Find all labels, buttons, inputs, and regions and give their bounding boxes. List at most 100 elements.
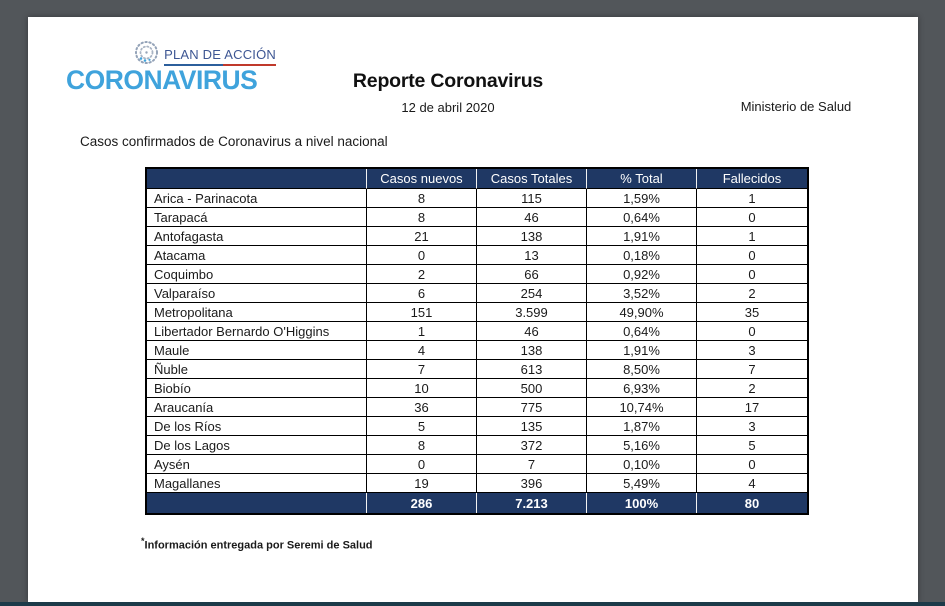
- total-value-cell: 80: [697, 493, 807, 513]
- table-row: Tarapacá 8 46 0,64% 0: [147, 208, 807, 227]
- region-column-header: [147, 169, 367, 189]
- value-cell: 138: [477, 227, 587, 246]
- value-cell: 0,64%: [587, 208, 697, 227]
- bottom-edge-line: [0, 602, 945, 606]
- total-value-cell: 100%: [587, 493, 697, 513]
- value-cell: 36: [367, 398, 477, 417]
- region-cell: Biobío: [147, 379, 367, 398]
- value-cell: 3: [697, 341, 807, 360]
- value-cell: 0,18%: [587, 246, 697, 265]
- value-cell: 8: [367, 208, 477, 227]
- value-cell: 4: [367, 341, 477, 360]
- ministry-label: Ministerio de Salud: [740, 99, 852, 114]
- value-cell: 35: [697, 303, 807, 322]
- region-cell: De los Lagos: [147, 436, 367, 455]
- table-row: De los Lagos 8 372 5,16% 5: [147, 436, 807, 455]
- table-row: Araucanía 36 775 10,74% 17: [147, 398, 807, 417]
- value-cell: 0: [367, 246, 477, 265]
- value-cell: 6: [367, 284, 477, 303]
- value-cell: 151: [367, 303, 477, 322]
- flag-underline: [164, 63, 276, 66]
- value-cell: 0: [697, 322, 807, 341]
- value-cell: 10: [367, 379, 477, 398]
- value-cell: 0,92%: [587, 265, 697, 284]
- value-cell: 21: [367, 227, 477, 246]
- value-cell: 5: [367, 417, 477, 436]
- table-row: Atacama 0 13 0,18% 0: [147, 246, 807, 265]
- value-cell: 775: [477, 398, 587, 417]
- value-cell: 500: [477, 379, 587, 398]
- footnote-asterisk: *: [141, 536, 145, 546]
- value-cell: 0: [367, 455, 477, 474]
- column-header: Fallecidos: [697, 169, 807, 189]
- region-cell: Libertador Bernardo O'Higgins: [147, 322, 367, 341]
- region-cell: Magallanes: [147, 474, 367, 493]
- table-row: Aysén 0 7 0,10% 0: [147, 455, 807, 474]
- value-cell: 138: [477, 341, 587, 360]
- table-row: Ñuble 7 613 8,50% 7: [147, 360, 807, 379]
- report-title: Reporte Coronavirus: [352, 70, 544, 92]
- value-cell: 8: [367, 189, 477, 208]
- region-cell: Tarapacá: [147, 208, 367, 227]
- value-cell: 1,87%: [587, 417, 697, 436]
- value-cell: 49,90%: [587, 303, 697, 322]
- value-cell: 3: [697, 417, 807, 436]
- value-cell: 5,16%: [587, 436, 697, 455]
- table-row: Biobío 10 500 6,93% 2: [147, 379, 807, 398]
- total-empty-cell: [147, 493, 367, 513]
- region-cell: Araucanía: [147, 398, 367, 417]
- table-total-row: 286 7.213 100% 80: [147, 493, 807, 513]
- value-cell: 1,59%: [587, 189, 697, 208]
- report-date: 12 de abril 2020: [401, 100, 495, 115]
- table-row: Coquimbo 2 66 0,92% 0: [147, 265, 807, 284]
- value-cell: 2: [697, 379, 807, 398]
- value-cell: 8,50%: [587, 360, 697, 379]
- total-value-cell: 7.213: [477, 493, 587, 513]
- table-row: Antofagasta 21 138 1,91% 1: [147, 227, 807, 246]
- section-title: Casos confirmados de Coronavirus a nivel…: [80, 134, 388, 149]
- value-cell: 372: [477, 436, 587, 455]
- value-cell: 4: [697, 474, 807, 493]
- value-cell: 6,93%: [587, 379, 697, 398]
- region-cell: De los Ríos: [147, 417, 367, 436]
- value-cell: 135: [477, 417, 587, 436]
- coronavirus-wordmark: CORONAVIRUS: [66, 65, 258, 95]
- value-cell: 1: [367, 322, 477, 341]
- region-cell: Ñuble: [147, 360, 367, 379]
- table-row: Libertador Bernardo O'Higgins 1 46 0,64% 0: [147, 322, 807, 341]
- value-cell: 2: [367, 265, 477, 284]
- table-body: Arica - Parinacota 8 115 1,59% 1 Tarapacá 8 46 0…: [147, 189, 807, 493]
- value-cell: 1,91%: [587, 227, 697, 246]
- region-cell: Maule: [147, 341, 367, 360]
- region-cell: Metropolitana: [147, 303, 367, 322]
- cases-table: Casos nuevos Casos Totales% Total Fallecid…: [145, 167, 809, 515]
- value-cell: 5,49%: [587, 474, 697, 493]
- value-cell: 0,64%: [587, 322, 697, 341]
- value-cell: 46: [477, 208, 587, 227]
- value-cell: 1,91%: [587, 341, 697, 360]
- region-cell: Coquimbo: [147, 265, 367, 284]
- column-header: Casos Totales: [477, 169, 587, 189]
- value-cell: 396: [477, 474, 587, 493]
- total-value-cell: 286: [367, 493, 477, 513]
- value-cell: 1: [697, 189, 807, 208]
- region-cell: Atacama: [147, 246, 367, 265]
- value-cell: 7: [697, 360, 807, 379]
- region-cell: Antofagasta: [147, 227, 367, 246]
- table-row: Metropolitana 151 3.599 49,90% 35: [147, 303, 807, 322]
- value-cell: 7: [367, 360, 477, 379]
- value-cell: 1: [697, 227, 807, 246]
- table-row: Valparaíso 6 254 3,52% 2: [147, 284, 807, 303]
- value-cell: 0: [697, 208, 807, 227]
- value-cell: 46: [477, 322, 587, 341]
- value-cell: 10,74%: [587, 398, 697, 417]
- value-cell: 613: [477, 360, 587, 379]
- value-cell: 19: [367, 474, 477, 493]
- value-cell: 13: [477, 246, 587, 265]
- value-cell: 0: [697, 455, 807, 474]
- region-cell: Arica - Parinacota: [147, 189, 367, 208]
- value-cell: 254: [477, 284, 587, 303]
- region-cell: Aysén: [147, 455, 367, 474]
- value-cell: 66: [477, 265, 587, 284]
